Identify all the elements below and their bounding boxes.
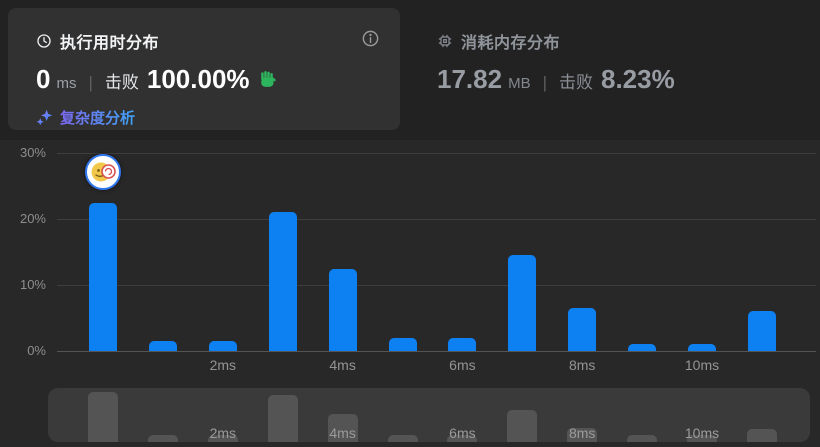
mini-bar-11ms: [746, 428, 777, 442]
memory-beats-label: 击败: [559, 73, 593, 92]
complexity-analysis-label: 复杂度分析: [60, 107, 135, 128]
memory-value-row: 17.82 MB | 击败 8.23%: [437, 64, 675, 95]
mini-bar-0ms: [88, 392, 118, 442]
mini-bar-10ms: [687, 435, 717, 442]
minimap-x-label-8ms: 8ms: [568, 425, 596, 441]
gridline-0%: [57, 351, 816, 352]
runtime-panel-title: 执行用时分布: [60, 35, 160, 52]
mini-bar-3ms: [267, 395, 298, 442]
runtime-bar-6ms[interactable]: [448, 337, 477, 351]
info-icon[interactable]: [361, 29, 380, 48]
mini-bar-5ms: [387, 435, 418, 442]
runtime-distribution-card[interactable]: 执行用时分布 0 ms | 击败 100.00%: [8, 8, 400, 130]
runtime-bar-9ms[interactable]: [628, 344, 657, 351]
complexity-analysis-link[interactable]: 复杂度分析: [36, 107, 135, 128]
runtime-title-row: 执行用时分布: [36, 29, 159, 53]
minimap-x-label-4ms: 4ms: [329, 425, 356, 441]
gridline-10%: [57, 285, 816, 286]
clock-icon: [36, 33, 52, 49]
runtime-value: 0: [36, 64, 51, 94]
header-section: 执行用时分布 0 ms | 击败 100.00%: [0, 0, 820, 140]
memory-panel-title: 消耗内存分布: [461, 35, 561, 52]
minimap-brush-window[interactable]: [48, 388, 810, 442]
memory-beats-value: 8.23%: [601, 64, 675, 94]
runtime-bar-11ms[interactable]: [747, 311, 776, 351]
memory-unit: MB: [508, 75, 531, 92]
runtime-bar-5ms[interactable]: [388, 337, 417, 351]
y-axis-label-30%: 30%: [19, 145, 46, 160]
chip-icon: [437, 33, 453, 49]
runtime-beats-label: 击败: [104, 73, 139, 92]
y-axis-label-10%: 10%: [19, 277, 46, 292]
runtime-bar-4ms[interactable]: [328, 268, 357, 351]
user-avatar: [91, 162, 116, 182]
mini-bar-9ms: [627, 435, 658, 442]
divider: |: [542, 73, 547, 92]
runtime-bar-0ms[interactable]: [89, 202, 117, 351]
gridline-20%: [57, 219, 816, 220]
minimap-x-label-2ms: 2ms: [209, 425, 237, 441]
runtime-bar-1ms[interactable]: [148, 341, 177, 351]
user-avatar-marker[interactable]: [85, 154, 121, 190]
runtime-bar-7ms[interactable]: [508, 255, 537, 351]
x-axis-label-4ms: 4ms: [329, 357, 356, 373]
runtime-bar-10ms[interactable]: [688, 344, 716, 351]
runtime-bar-2ms[interactable]: [208, 341, 237, 351]
mini-bar-7ms: [507, 409, 538, 442]
runtime-unit: ms: [56, 75, 77, 92]
mini-bar-8ms: [567, 427, 598, 442]
x-axis-label-2ms: 2ms: [209, 357, 237, 373]
mini-bar-2ms: [207, 435, 238, 442]
divider: |: [88, 73, 93, 92]
mini-bar-6ms: [447, 435, 478, 442]
sparkles-icon: [36, 109, 53, 126]
minimap-x-label-6ms: 6ms: [449, 425, 476, 441]
gridline-30%: [57, 153, 816, 154]
runtime-beats-value: 100.00%: [146, 64, 250, 94]
x-axis-label-10ms: 10ms: [684, 357, 720, 373]
runtime-value-row: 0 ms | 击败 100.00%: [36, 64, 279, 95]
x-axis-label-8ms: 8ms: [568, 357, 596, 373]
memory-value: 17.82: [437, 64, 503, 94]
waving-hand-icon: [257, 69, 279, 96]
y-axis-label-20%: 20%: [19, 211, 46, 226]
memory-distribution-tab[interactable]: 消耗内存分布 17.82 MB | 击败 8.23%: [432, 8, 812, 130]
runtime-bar-8ms[interactable]: [568, 308, 597, 351]
memory-title-row: 消耗内存分布: [437, 29, 560, 53]
mini-bar-1ms: [147, 435, 178, 442]
minimap-x-label-10ms: 10ms: [684, 425, 720, 441]
y-axis-label-0%: 0%: [27, 343, 46, 358]
runtime-bar-3ms[interactable]: [268, 212, 297, 351]
mini-bar-4ms: [327, 414, 358, 442]
x-axis-label-6ms: 6ms: [449, 357, 476, 373]
